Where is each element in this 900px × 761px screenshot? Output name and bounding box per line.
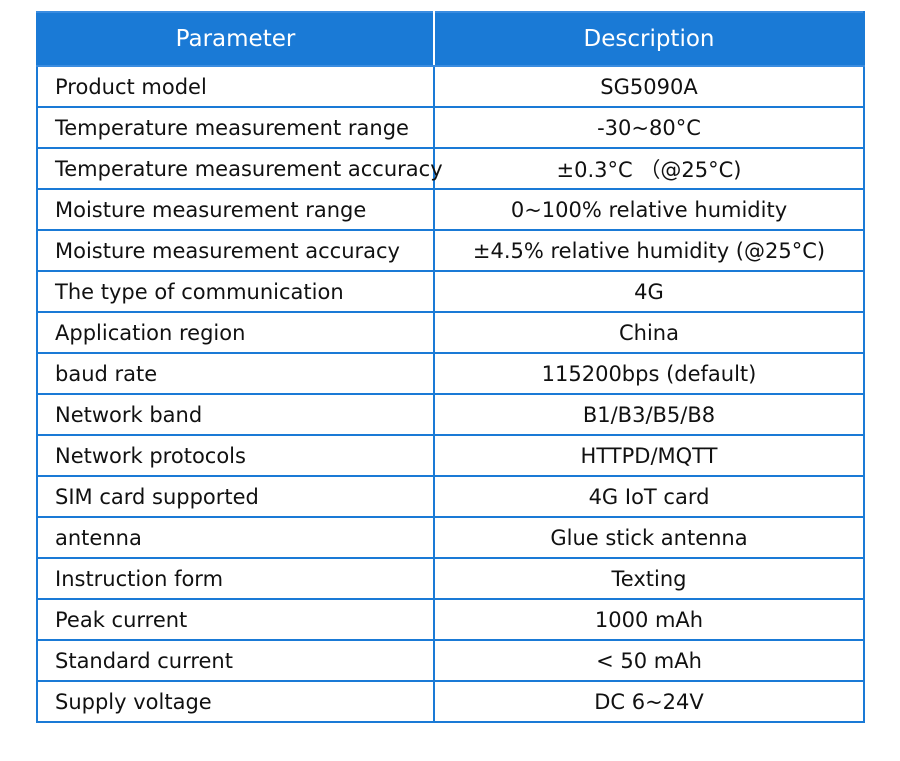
table-row: Supply voltage DC 6~24V	[36, 680, 865, 723]
parameter-cell: Temperature measurement range	[36, 106, 435, 149]
table-row: Peak current 1000 mAh	[36, 598, 865, 641]
table-header: Parameter Description	[36, 11, 865, 67]
parameter-cell: Moisture measurement range	[36, 188, 435, 231]
parameter-cell: Product model	[36, 65, 435, 108]
description-cell: B1/B3/B5/B8	[433, 393, 865, 436]
table-row: baud rate 115200bps (default)	[36, 352, 865, 395]
header-parameter: Parameter	[36, 11, 435, 67]
description-cell: SG5090A	[433, 65, 865, 108]
spec-table: Parameter Description Product model SG50…	[36, 11, 865, 723]
description-cell: -30~80°C	[433, 106, 865, 149]
table-row: Network band B1/B3/B5/B8	[36, 393, 865, 436]
table-row: Temperature measurement accuracy ±0.3°C …	[36, 147, 865, 190]
parameter-cell: Moisture measurement accuracy	[36, 229, 435, 272]
description-cell: ±0.3°C （@25°C)	[433, 147, 865, 190]
description-cell: < 50 mAh	[433, 639, 865, 682]
table-row: SIM card supported 4G IoT card	[36, 475, 865, 518]
header-row: Parameter Description	[36, 11, 865, 67]
description-cell: 115200bps (default)	[433, 352, 865, 395]
description-cell: Texting	[433, 557, 865, 600]
parameter-cell: antenna	[36, 516, 435, 559]
description-cell: HTTPD/MQTT	[433, 434, 865, 477]
parameter-cell: Temperature measurement accuracy	[36, 147, 443, 190]
description-cell: Glue stick antenna	[433, 516, 865, 559]
description-cell: 1000 mAh	[433, 598, 865, 641]
description-cell: 4G IoT card	[433, 475, 865, 518]
table-row: Product model SG5090A	[36, 65, 865, 108]
parameter-cell: Application region	[36, 311, 435, 354]
description-cell: ±4.5% relative humidity (@25°C)	[433, 229, 865, 272]
table-row: Moisture measurement accuracy ±4.5% rela…	[36, 229, 865, 272]
table-row: The type of communication 4G	[36, 270, 865, 313]
table-row: Standard current < 50 mAh	[36, 639, 865, 682]
table-body: Product model SG5090A Temperature measur…	[36, 65, 865, 723]
parameter-cell: SIM card supported	[36, 475, 435, 518]
parameter-cell: Network band	[36, 393, 435, 436]
description-cell: DC 6~24V	[433, 680, 865, 723]
description-cell: China	[433, 311, 865, 354]
table-row: Network protocols HTTPD/MQTT	[36, 434, 865, 477]
parameter-cell: baud rate	[36, 352, 435, 395]
table-row: Moisture measurement range 0~100% relati…	[36, 188, 865, 231]
table-row: Temperature measurement range -30~80°C	[36, 106, 865, 149]
parameter-cell: Standard current	[36, 639, 435, 682]
description-cell: 0~100% relative humidity	[433, 188, 865, 231]
table-row: Instruction form Texting	[36, 557, 865, 600]
header-description: Description	[433, 11, 865, 67]
table-row: Application region China	[36, 311, 865, 354]
table-row: antenna Glue stick antenna	[36, 516, 865, 559]
parameter-cell: Network protocols	[36, 434, 435, 477]
parameter-cell: Supply voltage	[36, 680, 435, 723]
parameter-cell: Instruction form	[36, 557, 435, 600]
description-cell: 4G	[433, 270, 865, 313]
parameter-cell: Peak current	[36, 598, 435, 641]
parameter-cell: The type of communication	[36, 270, 435, 313]
